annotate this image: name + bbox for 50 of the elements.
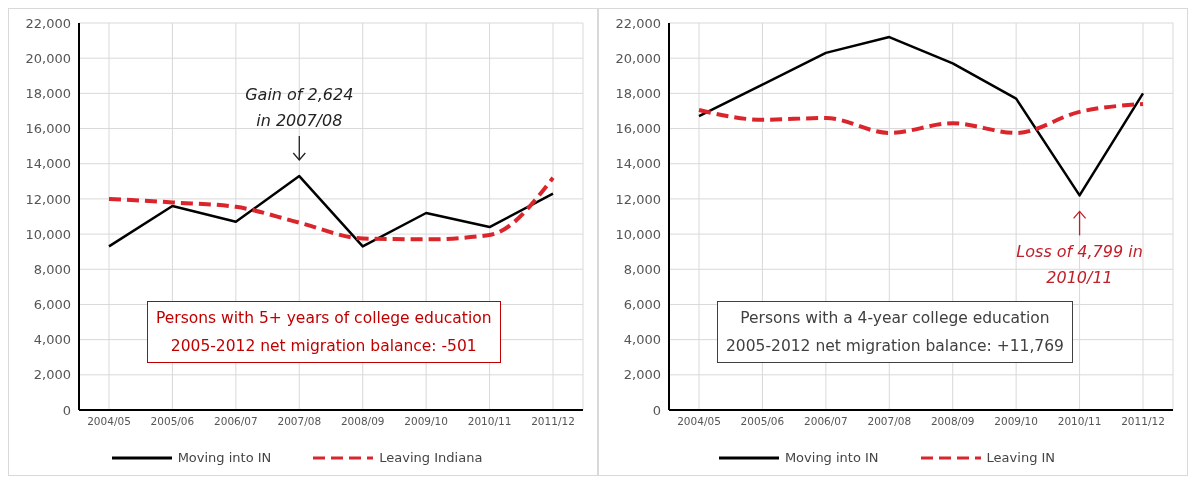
x-tick-label: 2007/08 <box>277 415 322 428</box>
annotation: Loss of 4,799 in 2010/11 <box>1016 242 1143 288</box>
x-tick-label: 2006/07 <box>804 415 848 428</box>
y-tick-label: 10,000 <box>615 226 661 242</box>
legend-label: Leaving Indiana <box>378 450 483 465</box>
x-tick-label: 2011/12 <box>1121 415 1165 428</box>
y-tick-label: 14,000 <box>615 156 661 172</box>
y-tick-label: 14,000 <box>25 156 71 172</box>
legend-label: Leaving IN <box>985 450 1056 465</box>
y-tick-label: 0 <box>62 402 71 418</box>
x-tick-label: 2010/11 <box>1057 415 1102 428</box>
x-tick-label: 2004/05 <box>677 415 721 428</box>
y-tick-label: 8,000 <box>33 261 71 277</box>
x-tick-label: 2010/11 <box>467 415 512 428</box>
x-tick-label: 2009/10 <box>404 415 448 428</box>
line-series <box>697 101 1145 135</box>
x-tick-label: 2007/08 <box>867 415 912 428</box>
y-tick-label: 16,000 <box>25 121 71 137</box>
y-tick-label: 4,000 <box>33 332 71 348</box>
x-tick-label: 2005/06 <box>150 415 195 428</box>
x-tick-label: 2008/09 <box>340 415 385 428</box>
x-tick-label: 2005/06 <box>740 415 785 428</box>
y-tick-label: 2,000 <box>33 367 71 383</box>
y-tick-label: 20,000 <box>25 50 71 66</box>
annotation: Gain of 2,624 in 2007/08 <box>245 85 354 131</box>
y-tick-label: 20,000 <box>615 50 661 66</box>
y-tick-label: 16,000 <box>615 121 661 137</box>
y-tick-label: 4,000 <box>623 332 661 348</box>
y-tick-label: 12,000 <box>615 191 661 207</box>
y-tick-label: 22,000 <box>615 15 661 31</box>
x-tick-label: 2006/07 <box>214 415 258 428</box>
y-tick-label: 12,000 <box>25 191 71 207</box>
x-tick-label: 2011/12 <box>531 415 575 428</box>
legend-label: Moving into IN <box>783 450 879 465</box>
note-box: Persons with 5+ years of college education 2005-2012 net migration balance: -501 <box>147 301 501 363</box>
x-tick-label: 2004/05 <box>87 415 131 428</box>
y-tick-label: 8,000 <box>623 261 661 277</box>
y-tick-label: 6,000 <box>33 297 71 313</box>
x-tick-label: 2009/10 <box>994 415 1038 428</box>
y-tick-label: 18,000 <box>615 85 661 101</box>
legend-label: Moving into IN <box>176 450 272 465</box>
y-tick-label: 2,000 <box>623 367 661 383</box>
y-tick-label: 22,000 <box>25 15 71 31</box>
x-tick-label: 2008/09 <box>930 415 975 428</box>
y-tick-label: 0 <box>652 402 661 418</box>
note-box: Persons with a 4-year college education 2005-2012 net migration balance: +11,769 <box>717 301 1073 363</box>
y-tick-label: 6,000 <box>623 297 661 313</box>
y-tick-label: 10,000 <box>25 226 71 242</box>
y-tick-label: 18,000 <box>25 85 71 101</box>
line-series <box>697 35 1145 197</box>
